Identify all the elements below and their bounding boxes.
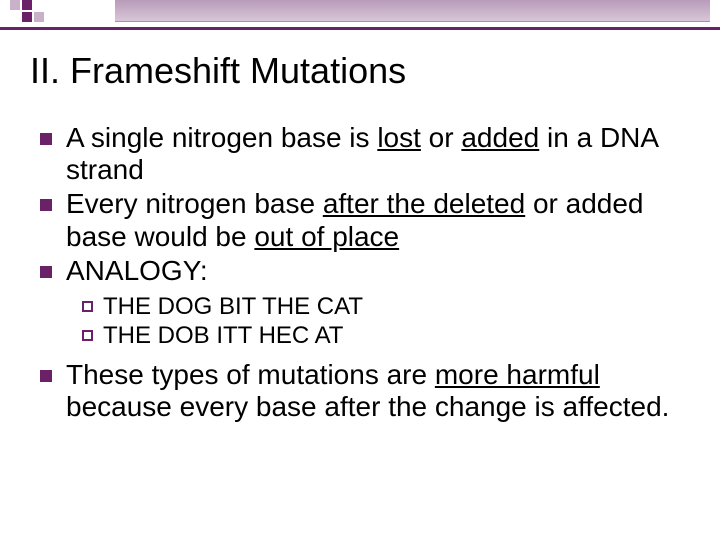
bullet-text: A single nitrogen base is lost or added … — [66, 122, 690, 186]
bullet-marker-icon — [40, 370, 52, 382]
sub-bullet-marker-icon — [82, 330, 93, 341]
slide-title: II. Frameshift Mutations — [30, 50, 690, 92]
bullet-text: ANALOGY: — [66, 255, 208, 287]
bullet-marker-icon — [40, 266, 52, 278]
sub-bullet-text: THE DOB ITT HEC AT — [103, 322, 343, 351]
slide-content: II. Frameshift Mutations A single nitrog… — [0, 30, 720, 423]
bullet-marker-icon — [40, 199, 52, 211]
header-bar — [0, 0, 720, 30]
slide-logo-icon — [10, 0, 44, 30]
sub-bullet-marker-icon — [82, 301, 93, 312]
bullet-marker-icon — [40, 133, 52, 145]
sub-bullet-text: THE DOG BIT THE CAT — [103, 293, 363, 322]
sub-bullet-item: THE DOG BIT THE CAT — [82, 293, 690, 322]
bullet-item: A single nitrogen base is lost or added … — [40, 122, 690, 186]
bullet-item: These types of mutations are more harmfu… — [40, 359, 690, 423]
sub-bullet-list: THE DOG BIT THE CATTHE DOB ITT HEC AT — [40, 293, 690, 351]
sub-bullet-item: THE DOB ITT HEC AT — [82, 322, 690, 351]
bullet-item: Every nitrogen base after the deleted or… — [40, 188, 690, 252]
bullet-item: ANALOGY: — [40, 255, 690, 287]
bullet-text: Every nitrogen base after the deleted or… — [66, 188, 690, 252]
bullet-list: A single nitrogen base is lost or added … — [30, 122, 690, 423]
header-accent — [115, 0, 710, 22]
bullet-text: These types of mutations are more harmfu… — [66, 359, 690, 423]
